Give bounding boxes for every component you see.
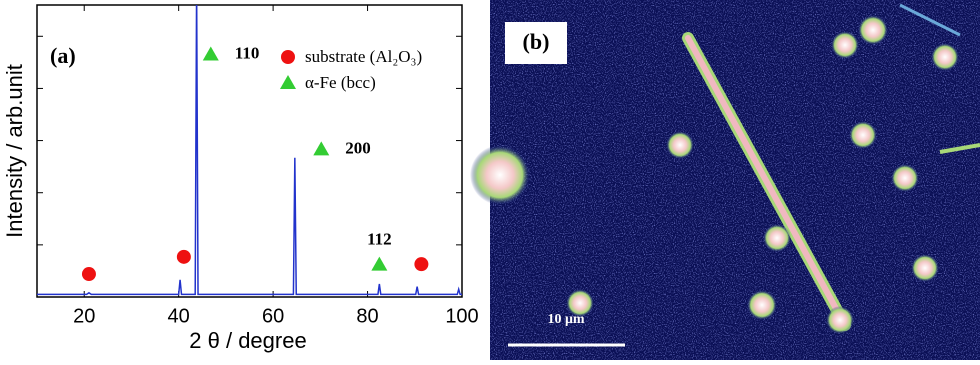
- x-tick-label: 40: [168, 305, 190, 327]
- line-group: [37, 5, 462, 296]
- x-tick-label: 60: [262, 305, 284, 327]
- spectrum-line: [37, 5, 462, 296]
- x-tick-label: 100: [445, 305, 478, 327]
- peak-marker: [81, 267, 96, 282]
- panel-label-box: [505, 22, 567, 64]
- legend-label: substrate (Al₂O₃): [305, 47, 422, 66]
- x-axis-label: 2 θ / degree: [189, 328, 306, 353]
- panel-label: (b): [523, 29, 550, 54]
- peak-marker: [176, 249, 191, 264]
- y-axis-label: Intensity / arb.unit: [2, 64, 27, 238]
- plot-frame: [36, 4, 463, 298]
- panel-label: (a): [50, 43, 76, 68]
- peak-marker: [202, 46, 219, 61]
- micrograph: [470, 0, 980, 360]
- legend-label: α-Fe (bcc): [305, 73, 376, 92]
- peak-label: 110: [235, 43, 260, 62]
- scale-label: 10 μm: [547, 312, 584, 327]
- peak-label: 112: [367, 230, 392, 249]
- x-tick-label: 80: [356, 305, 378, 327]
- peak-marker: [371, 256, 388, 271]
- x-tick-label: 20: [73, 305, 95, 327]
- peak-marker: [414, 257, 429, 272]
- peak-label: 200: [345, 138, 371, 157]
- legend-marker: [280, 75, 296, 89]
- legend-marker: [281, 50, 295, 64]
- peak-marker: [313, 141, 330, 156]
